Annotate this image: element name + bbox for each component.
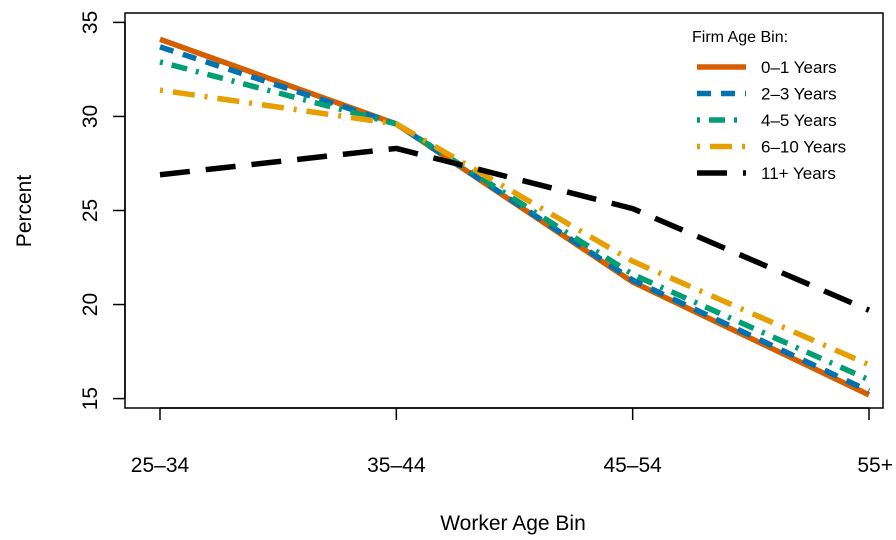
x-tick-label: 35–44 bbox=[367, 454, 426, 477]
y-tick-label: 30 bbox=[79, 105, 102, 128]
y-tick-label: 35 bbox=[79, 11, 102, 34]
y-tick-label: 20 bbox=[79, 293, 102, 316]
legend-label: 6–10 Years bbox=[761, 138, 846, 157]
x-tick-label: 45–54 bbox=[603, 454, 662, 477]
legend-label: 4–5 Years bbox=[761, 111, 837, 130]
x-tick-label: 55+ bbox=[857, 454, 893, 477]
x-axis-label: Worker Age Bin bbox=[440, 512, 586, 535]
y-tick-label: 25 bbox=[79, 199, 102, 222]
legend-label: 2–3 Years bbox=[761, 85, 837, 104]
legend: Firm Age Bin: 0–1 Years 2–3 Years 4–5 Year… bbox=[692, 29, 846, 183]
y-axis: 15 20 25 30 35 bbox=[79, 11, 126, 410]
legend-label: 11+ Years bbox=[761, 164, 836, 183]
y-axis-label: Percent bbox=[13, 175, 36, 248]
series-lines bbox=[159, 36, 871, 398]
x-axis: 25–34 35–44 45–54 55+ bbox=[131, 407, 893, 477]
series-line bbox=[159, 87, 871, 368]
legend-label: 0–1 Years bbox=[761, 58, 837, 77]
series-line bbox=[159, 59, 871, 383]
legend-title: Firm Age Bin: bbox=[692, 29, 788, 46]
series-line bbox=[159, 145, 871, 313]
y-tick-label: 15 bbox=[79, 387, 102, 410]
x-tick-label: 25–34 bbox=[131, 454, 190, 477]
